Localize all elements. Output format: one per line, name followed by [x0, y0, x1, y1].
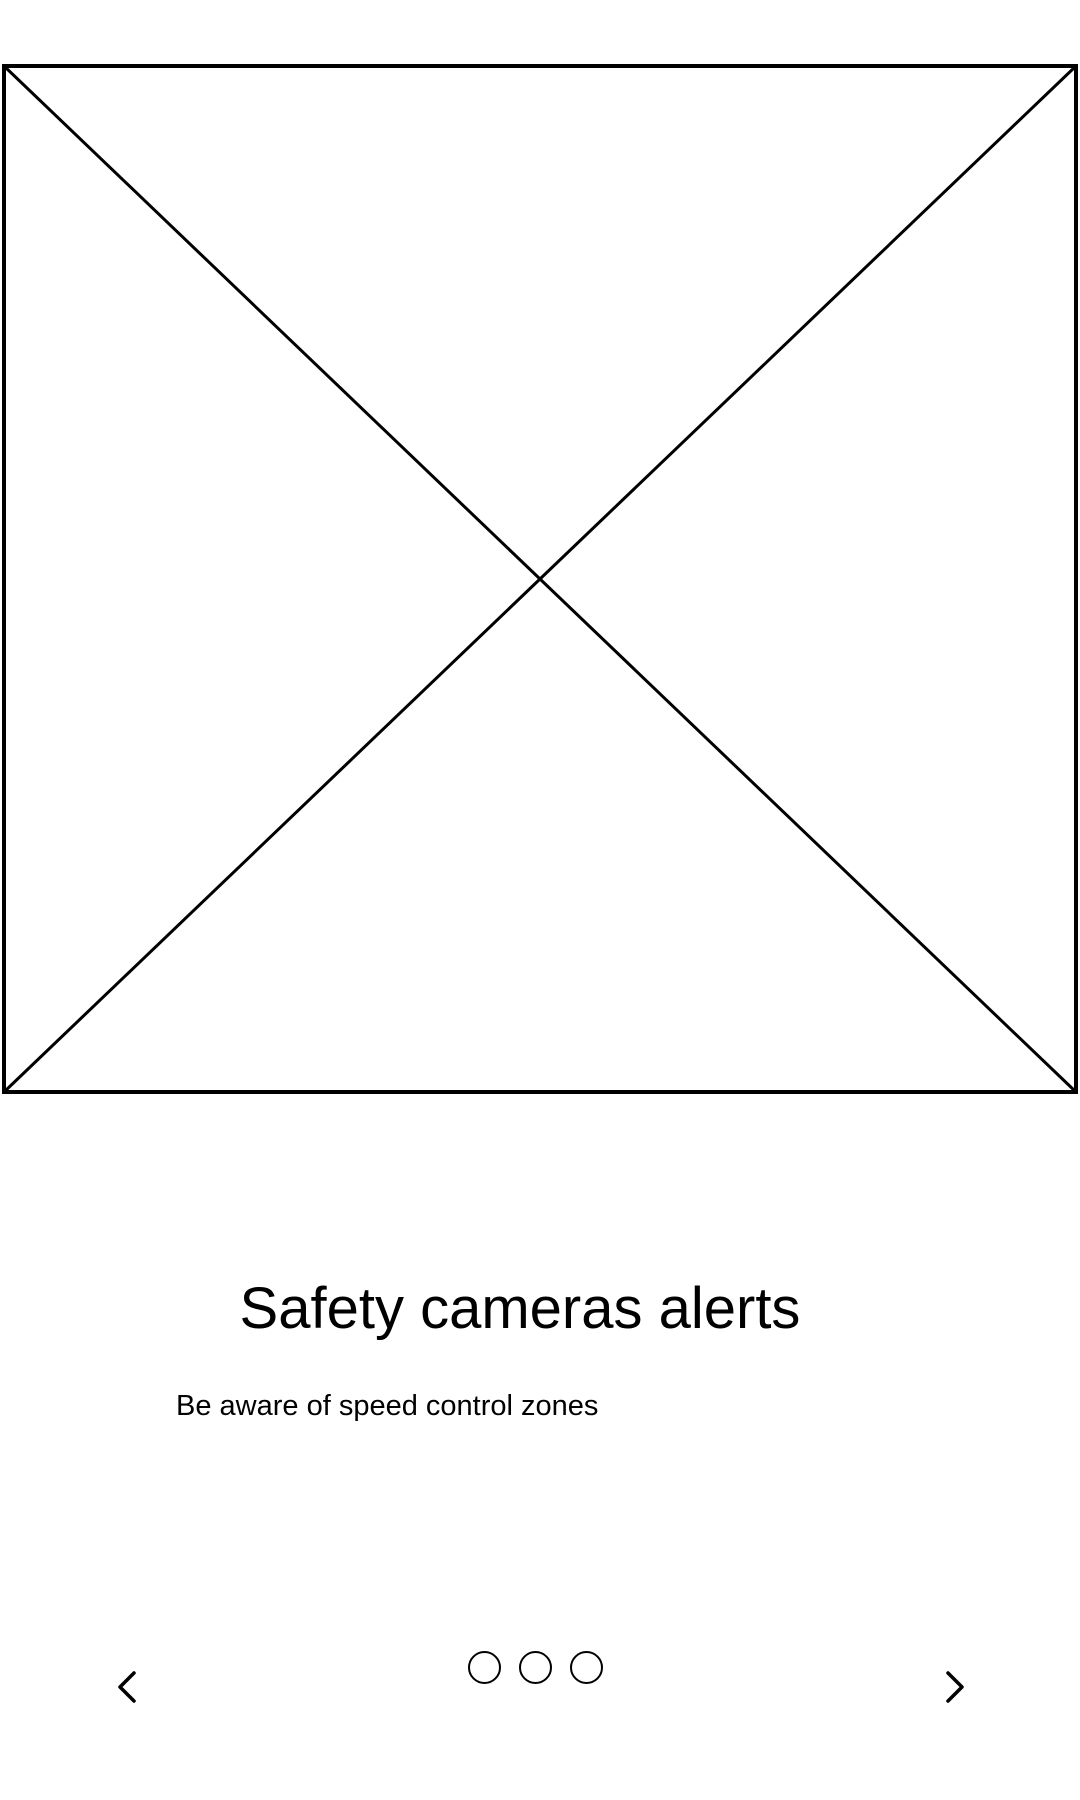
image-placeholder-icon	[2, 64, 1078, 1094]
page-dot-3[interactable]	[570, 1651, 603, 1684]
previous-button[interactable]	[108, 1667, 148, 1707]
chevron-left-icon	[118, 1671, 136, 1703]
page-dot-2[interactable]	[519, 1651, 552, 1684]
chevron-right-icon	[946, 1671, 964, 1703]
onboarding-subtitle: Be aware of speed control zones	[176, 1390, 599, 1422]
page-dot-1[interactable]	[468, 1651, 501, 1684]
next-button[interactable]	[934, 1667, 974, 1707]
onboarding-title: Safety cameras alerts	[239, 1276, 801, 1341]
page-indicator	[468, 1651, 603, 1684]
